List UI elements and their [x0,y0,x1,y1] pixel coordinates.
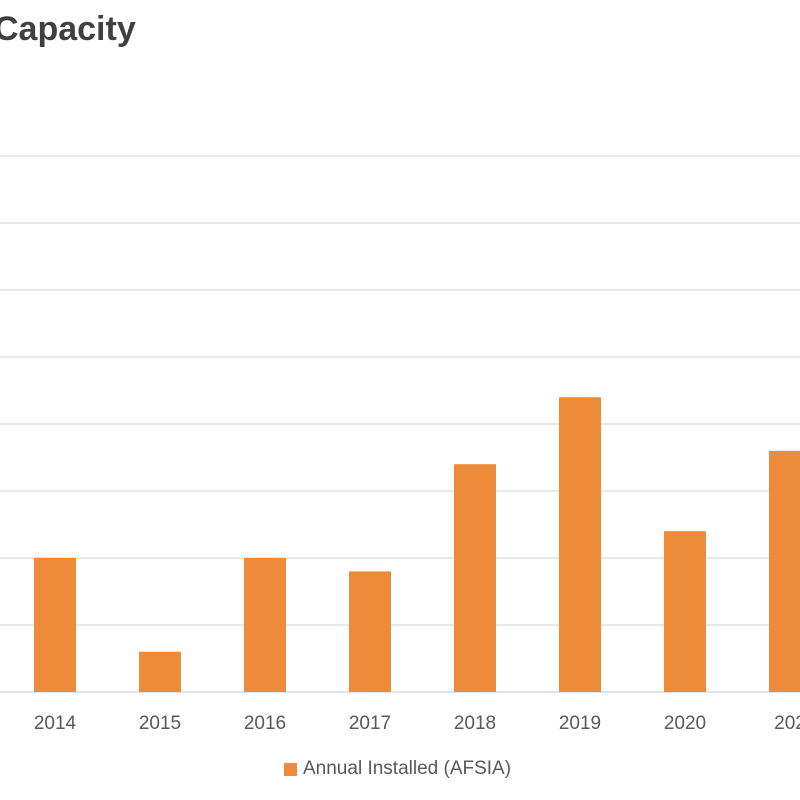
bar-2021 [769,450,800,692]
x-tick-label: 2019 [559,713,601,734]
legend-swatch [284,762,297,776]
bar-2017 [349,571,391,692]
x-tick-label: 2015 [139,713,181,734]
x-tick-label: 2017 [349,713,391,734]
bar-2018 [454,464,496,692]
bar-2016 [244,558,286,692]
bar-2014 [34,558,76,692]
x-tick-label: 2014 [34,713,77,734]
x-tick-label: 2018 [454,713,496,734]
bar-2020 [664,531,706,692]
x-tick-label: 2020 [664,713,706,734]
x-tick-label: 202 [774,713,800,734]
legend-label: Annual Installed (AFSIA) [303,758,512,779]
bar-2015 [139,651,181,692]
legend: Annual Installed (AFSIA) [284,758,511,780]
bar-2019 [559,397,601,692]
chart-title: Capacity [0,10,136,48]
x-tick-label: 2016 [244,713,286,734]
